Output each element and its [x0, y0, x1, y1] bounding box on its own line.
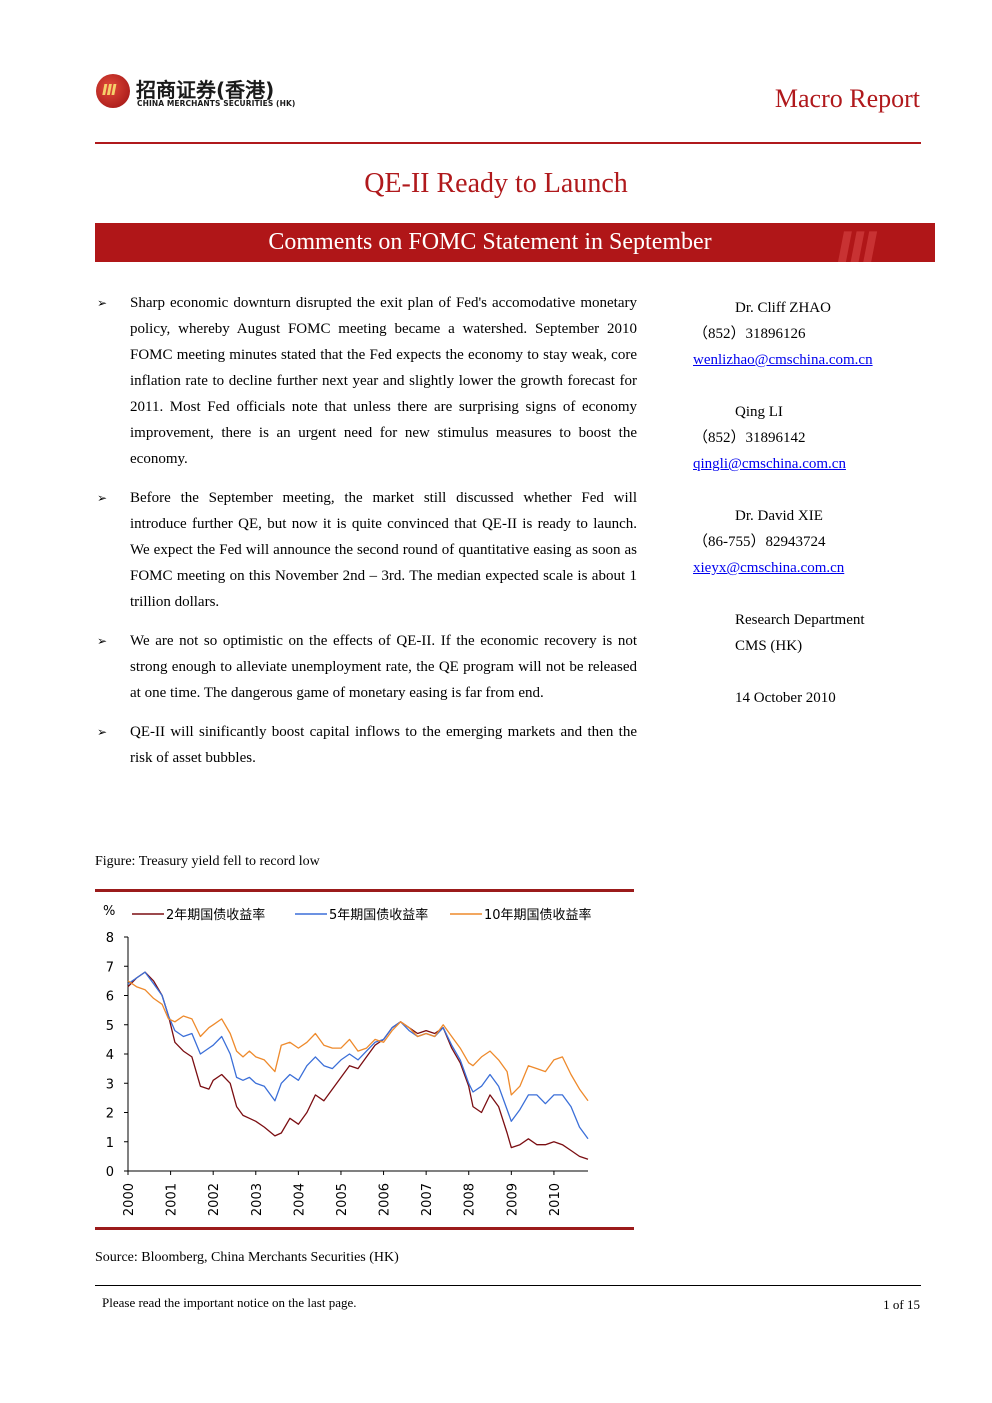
y-tick-label: 1 [106, 1136, 114, 1151]
y-tick-label: 2 [106, 1107, 114, 1122]
x-tick-label: 2002 [207, 1183, 222, 1216]
logo-emblem-icon: III [96, 74, 130, 108]
legend-label: 10年期国债收益率 [484, 907, 592, 923]
analyst-contact: Qing LI （852）31896142 qingli@cmschina.co… [693, 399, 923, 477]
analyst-email-link[interactable]: xieyx@cmschina.com.cn [693, 560, 845, 576]
y-tick-label: 5 [106, 1019, 114, 1034]
x-tick-label: 2009 [505, 1183, 520, 1216]
legend-label: 5年期国债收益率 [329, 907, 428, 923]
analyst-name: Dr. David XIE [735, 508, 823, 524]
company-logo: III 招商证券(香港) CHINA MERCHANTS SECURITIES … [96, 72, 316, 112]
x-tick-label: 2004 [292, 1183, 307, 1216]
arrow-bullet-icon: ➢ [97, 491, 108, 505]
report-date: 14 October 2010 [735, 690, 836, 706]
y-tick-label: 7 [106, 960, 114, 975]
treasury-yield-chart: % 0 1 2 3 4 5 6 7 8 2000 2001 2002 2003 2004 2005 2006 20… [95, 895, 634, 1225]
y-tick-label: 0 [106, 1165, 114, 1180]
chart-canvas: % 0 1 2 3 4 5 6 7 8 2000 2001 2002 2003 2004 2005 2006 20… [103, 904, 592, 1216]
x-tick-label: 2008 [463, 1183, 478, 1216]
summary-bullet: ➢ We are not so optimistic on the effects… [95, 628, 637, 706]
header-divider [95, 142, 921, 144]
subtitle-banner: Comments on FOMC Statement in September … [95, 223, 935, 262]
bullet-text: Before the September meeting, the market… [130, 490, 637, 610]
series-line-5y [127, 971, 589, 1140]
report-type: Macro Report [774, 84, 920, 113]
summary-bullet: ➢ Sharp economic downturn disrupted the e… [95, 290, 637, 472]
x-tick-label: 2000 [122, 1183, 137, 1216]
footer-notice: Please read the important notice on the … [102, 1295, 357, 1310]
figure-source: Source: Bloomberg, China Merchants Secur… [95, 1250, 399, 1265]
y-tick-label: 3 [106, 1077, 114, 1092]
bullet-text: We are not so optimistic on the effects … [130, 633, 637, 701]
x-tick-label: 2001 [165, 1183, 180, 1216]
analyst-name: Dr. Cliff ZHAO [735, 300, 831, 316]
x-tick-label: 2003 [250, 1183, 265, 1216]
analyst-phone: （86-755）82943724 [693, 534, 826, 550]
footer-divider [95, 1285, 921, 1286]
logo-english-name: CHINA MERCHANTS SECURITIES (HK) [137, 99, 296, 108]
arrow-bullet-icon: ➢ [97, 725, 108, 739]
analyst-phone: （852）31896126 [693, 326, 806, 342]
report-subtitle: Comments on FOMC Statement in September [268, 229, 712, 255]
arrow-bullet-icon: ➢ [97, 296, 108, 310]
series-line-10y [127, 980, 589, 1102]
analyst-sidebar: Dr. Cliff ZHAO （852）31896126 wenlizhao@c… [693, 295, 923, 711]
analyst-email-link[interactable]: qingli@cmschina.com.cn [693, 456, 846, 472]
analyst-contact: Dr. David XIE （86-755）82943724 xieyx@cms… [693, 503, 923, 581]
summary-bullet: ➢ Before the September meeting, the marke… [95, 485, 637, 615]
department-name: Research Department [735, 612, 865, 628]
page-number: 1 of 15 [883, 1297, 920, 1312]
analyst-contact: Dr. Cliff ZHAO （852）31896126 wenlizhao@c… [693, 295, 923, 373]
series-line-2y [127, 971, 589, 1160]
figure-bottom-rule [95, 1227, 634, 1230]
x-tick-label: 2007 [420, 1183, 435, 1216]
summary-bullet: ➢ QE-II will sinificantly boost capital i… [95, 719, 637, 771]
figure-top-rule [95, 889, 634, 892]
summary-bullets: ➢ Sharp economic downturn disrupted the e… [95, 290, 637, 784]
figure-caption: Figure: Treasury yield fell to record lo… [95, 854, 320, 869]
x-tick-label: 2010 [548, 1183, 563, 1216]
bullet-text: QE-II will sinificantly boost capital in… [130, 724, 637, 766]
report-title: QE-II Ready to Launch [364, 168, 628, 199]
bullet-text: Sharp economic downturn disrupted the ex… [130, 295, 637, 467]
department-unit: CMS (HK) [735, 638, 803, 654]
analyst-phone: （852）31896142 [693, 430, 806, 446]
y-tick-label: 6 [106, 990, 114, 1005]
analyst-name: Qing LI [735, 404, 783, 420]
logo-chinese-name: 招商证券(香港) [136, 78, 275, 102]
x-tick-label: 2006 [378, 1183, 393, 1216]
y-axis-label: % [103, 904, 115, 919]
legend-label: 2年期国债收益率 [166, 907, 265, 923]
analyst-email-link[interactable]: wenlizhao@cmschina.com.cn [693, 352, 873, 368]
arrow-bullet-icon: ➢ [97, 634, 108, 648]
y-tick-label: 8 [106, 931, 114, 946]
banner-watermark-icon: III [837, 223, 878, 262]
x-tick-label: 2005 [335, 1183, 350, 1216]
y-tick-label: 4 [106, 1048, 114, 1063]
